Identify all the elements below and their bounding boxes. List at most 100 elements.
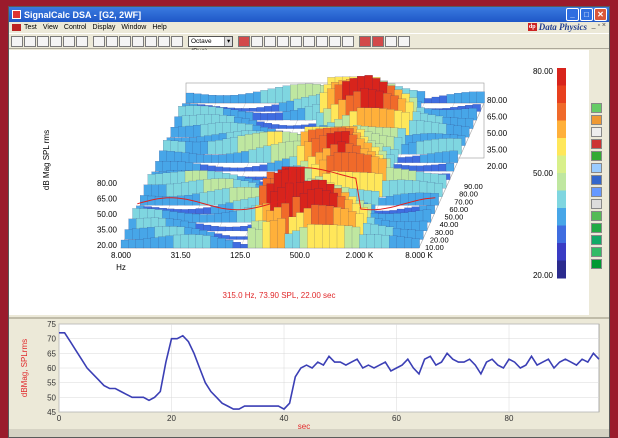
waterfall-cell [286,100,295,112]
columns-icon[interactable] [591,139,602,149]
waterfall-pane[interactable]: 8.000 31.50 125.0 500.0 2.000 K 8.000 K Hz 80.0… [9,50,609,315]
menu-window[interactable]: Window [121,23,147,31]
document-icon[interactable] [12,23,21,31]
waterfall-plot[interactable]: 8.000 31.50 125.0 500.0 2.000 K 8.000 K Hz 80.0… [9,50,589,315]
calc-icon[interactable] [591,247,602,257]
scale-icon[interactable] [329,35,341,47]
trend-chart[interactable]: 45 50 55 60 65 70 75 0 20 40 60 80 sec dBMag, SPLrms [9,319,609,431]
bars-icon[interactable] [359,35,371,47]
export-icon[interactable] [591,223,602,233]
menu-display[interactable]: Display [92,23,116,31]
disk-icon[interactable] [76,35,88,47]
layout-icon[interactable] [171,35,183,47]
trend-pane[interactable]: 45 50 55 60 65 70 75 0 20 40 60 80 sec dBMag, SPLrms [9,317,609,431]
waterfall-cell [423,165,432,172]
copy-icon[interactable] [50,35,62,47]
table-icon[interactable] [342,35,354,47]
minimize-button[interactable]: _ [566,8,579,21]
y-tick-label: 35.00 [97,226,118,235]
back-z-tick-label: 35.00 [487,146,508,155]
waterfall-cell [434,152,443,163]
waterfall-cell [260,113,269,121]
grid-icon[interactable] [385,35,397,47]
record-icon[interactable] [238,35,250,47]
zoom-icon[interactable] [316,35,328,47]
new-icon[interactable] [11,35,23,47]
table-view-icon[interactable] [591,199,602,209]
waterfall-cell [208,95,217,104]
back-z-tick-label: 50.00 [487,129,508,138]
menu-help[interactable]: Help [152,23,167,31]
x-tick-label: 20 [167,414,176,423]
graph-icon[interactable] [132,35,144,47]
time-tick-label: 80.00 [459,190,478,199]
waterfall-cell [351,226,361,249]
mdi-controls[interactable]: _ ▫ × [591,22,606,29]
waterfall-cell [232,226,241,231]
open-icon[interactable] [24,35,36,47]
waterfall-cell [271,124,280,129]
color-icon[interactable] [145,35,157,47]
waterfall-icon[interactable] [591,187,602,197]
bar-chart-icon[interactable] [591,115,602,125]
waterfall-cell [238,94,247,104]
waterfall-cell [177,195,186,206]
mode-select-value: Octave (Run) [191,37,212,55]
level-icon[interactable] [591,151,602,161]
stop-icon[interactable] [251,35,263,47]
cursor-trace [137,167,436,211]
colorbar-min: 20.00 [533,271,554,280]
waterfall-cell [249,108,258,112]
close-button[interactable]: ✕ [594,8,607,21]
help-icon[interactable] [119,35,131,47]
app-icon[interactable] [12,10,21,19]
waterfall-cell [223,95,232,104]
menu-control[interactable]: Control [63,23,87,31]
series-line [59,332,600,411]
maximize-button[interactable]: □ [580,8,593,21]
mode-select[interactable]: Octave (Run) ▾ [188,35,233,55]
cursor-icon[interactable] [290,35,302,47]
waterfall-cell [203,207,212,214]
waterfall-cell [445,163,455,172]
waterfall-cell [430,193,439,206]
view-icon[interactable] [591,103,602,113]
info-icon[interactable] [591,259,602,269]
waterfall-cell [203,224,212,231]
waterfall-cell [162,161,171,172]
waterfall-cell [210,226,219,232]
waterfall-cell [256,147,265,163]
palette-icon[interactable] [591,163,602,173]
window-icon[interactable] [158,35,170,47]
preview-icon[interactable] [106,35,118,47]
waterfall-cell [185,162,194,172]
marker-icon[interactable] [303,35,315,47]
waterfall-cell [192,193,201,206]
paste-icon[interactable] [63,35,75,47]
print-icon[interactable] [93,35,105,47]
waterfall-cell [124,229,133,240]
pause-icon[interactable] [264,35,276,47]
waterfall-cell [244,207,253,223]
green-bar-icon[interactable] [591,235,602,245]
spectrum-icon[interactable] [591,175,602,185]
waterfall-cell [278,125,287,129]
waterfall-cell [382,180,391,197]
waterfall-cell [404,237,413,249]
waterfall-cell [139,227,148,240]
step-icon[interactable] [277,35,289,47]
x-axis-label: Hz [116,263,126,272]
grid2-icon[interactable] [398,35,410,47]
x-tick-label: 2.000 K [346,251,374,260]
waterfall-cell [195,208,204,214]
waterfall-cell [237,167,246,172]
bars2-icon[interactable] [372,35,384,47]
waterfall-cell [173,183,182,197]
split-icon[interactable] [591,127,602,137]
save-icon[interactable] [37,35,49,47]
menu-view[interactable]: View [42,23,58,31]
menu-test[interactable]: Test [24,23,37,31]
waterfall-cell [192,213,201,223]
tools-icon[interactable] [591,211,602,221]
waterfall-cell [178,126,187,138]
